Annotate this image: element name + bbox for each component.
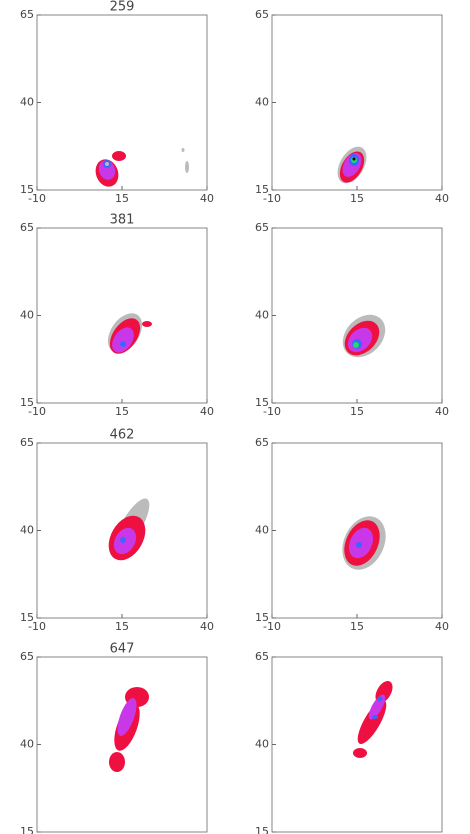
panel-title: 647 (110, 642, 135, 657)
contour-region (352, 157, 356, 161)
plot-frame (271, 656, 443, 833)
contour-region (142, 321, 152, 327)
contour-field (337, 146, 367, 184)
y-tick-label: 40 (255, 524, 269, 537)
plot-frame (271, 227, 443, 404)
y-tick-label: 15 (20, 183, 34, 196)
x-tick-label: 40 (435, 620, 449, 633)
x-tick-label: -10 (28, 405, 46, 418)
contour-region (112, 327, 134, 353)
contour-region (120, 341, 126, 347)
contour-region (112, 151, 126, 161)
panel-title: 259 (110, 0, 135, 15)
y-tick-label: 40 (255, 96, 269, 109)
x-tick-label: -10 (263, 620, 281, 633)
x-tick-label: 15 (115, 620, 129, 633)
x-tick-label: 15 (115, 192, 129, 205)
panel: 647 15 40 65 (20, 642, 208, 834)
x-tick-label: 40 (435, 192, 449, 205)
y-tick-label: 65 (255, 650, 269, 663)
y-tick-label: 15 (255, 825, 269, 834)
x-tick-label: 40 (200, 620, 214, 633)
contour-region (109, 752, 125, 772)
y-tick-label: 65 (20, 436, 34, 449)
x-tick-label: 15 (350, 192, 364, 205)
y-tick-label: 15 (255, 611, 269, 624)
y-tick-label: 15 (255, 183, 269, 196)
contour-field (109, 687, 149, 772)
y-tick-label: 15 (20, 396, 34, 409)
contour-field (342, 314, 386, 358)
contour-region (181, 148, 185, 152)
y-tick-label: 40 (20, 738, 34, 751)
x-tick-label: -10 (28, 192, 46, 205)
panel: 15 40 65 (255, 650, 443, 834)
x-tick-label: -10 (263, 192, 281, 205)
contour-region (185, 161, 189, 173)
y-tick-label: 40 (20, 309, 34, 322)
y-tick-label: 40 (255, 309, 269, 322)
contour-field (95, 148, 189, 187)
contour-region (353, 342, 359, 348)
y-tick-label: 15 (255, 396, 269, 409)
y-tick-label: 65 (20, 650, 34, 663)
x-tick-label: 40 (435, 405, 449, 418)
panel-title: 462 (110, 428, 135, 443)
y-tick-label: 40 (20, 524, 34, 537)
contour-region (356, 542, 362, 548)
x-tick-label: 40 (200, 192, 214, 205)
y-tick-label: 65 (255, 221, 269, 234)
contour-region (98, 160, 116, 180)
contour-region (353, 748, 367, 758)
plot-frame (36, 227, 208, 404)
y-tick-label: 65 (20, 8, 34, 21)
contour-region (105, 162, 109, 166)
y-tick-label: 65 (255, 8, 269, 21)
contour-field (353, 681, 393, 758)
contour-region (377, 696, 383, 702)
y-tick-label: 15 (20, 825, 34, 834)
y-tick-label: 65 (255, 436, 269, 449)
plot-frame (36, 14, 208, 191)
contour-region (120, 537, 126, 543)
y-tick-label: 65 (20, 221, 34, 234)
x-tick-label: 40 (200, 405, 214, 418)
x-tick-label: -10 (28, 620, 46, 633)
x-tick-label: 15 (350, 620, 364, 633)
y-tick-label: 15 (20, 611, 34, 624)
contour-region (117, 698, 137, 736)
contour-region (372, 715, 378, 719)
x-tick-label: 15 (115, 405, 129, 418)
panel-title: 381 (110, 213, 135, 228)
y-tick-label: 40 (255, 738, 269, 751)
contour-field (107, 313, 152, 354)
x-tick-label: 15 (350, 405, 364, 418)
x-tick-label: -10 (263, 405, 281, 418)
contour-field (108, 498, 150, 561)
contour-field (342, 516, 386, 570)
y-tick-label: 40 (20, 96, 34, 109)
contour-region (357, 699, 387, 745)
